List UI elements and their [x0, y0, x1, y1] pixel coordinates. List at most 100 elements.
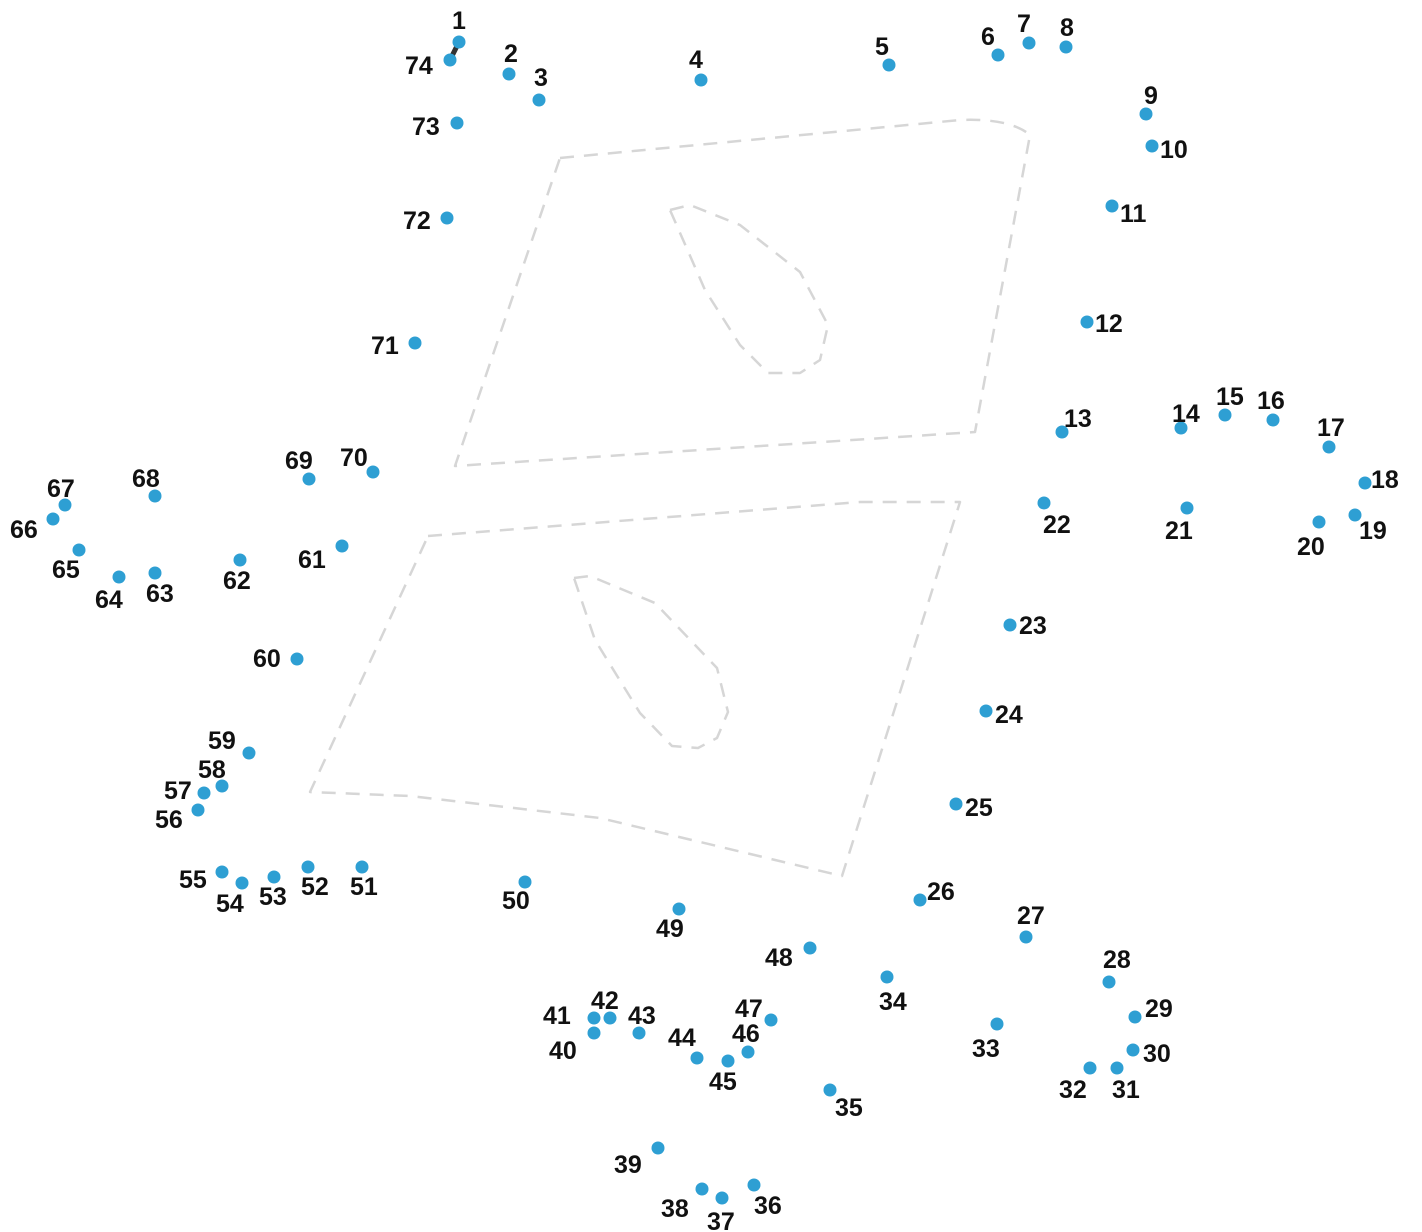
dot-73[interactable]: 73: [412, 113, 464, 141]
dot-marker-13[interactable]: [1055, 425, 1069, 439]
dot-marker-30[interactable]: [1126, 1043, 1140, 1057]
dot-marker-31[interactable]: [1110, 1061, 1124, 1075]
dot-marker-63[interactable]: [148, 566, 162, 580]
dot-15[interactable]: 15: [1216, 383, 1244, 422]
dot-29[interactable]: 29: [1128, 995, 1173, 1024]
dot-marker-26[interactable]: [913, 893, 927, 907]
dot-marker-38[interactable]: [695, 1182, 709, 1196]
dot-marker-67[interactable]: [58, 498, 72, 512]
dot-marker-11[interactable]: [1105, 199, 1119, 213]
dot-34[interactable]: 34: [879, 970, 907, 1017]
dot-marker-61[interactable]: [335, 539, 349, 553]
dot-marker-23[interactable]: [1003, 618, 1017, 632]
dot-53[interactable]: 53: [259, 870, 287, 912]
dot-marker-64[interactable]: [112, 570, 126, 584]
dot-marker-56[interactable]: [191, 803, 205, 817]
dot-43[interactable]: 43: [628, 1002, 656, 1040]
dot-marker-71[interactable]: [408, 336, 422, 350]
dot-25[interactable]: 25: [949, 794, 993, 822]
dot-marker-4[interactable]: [694, 73, 708, 87]
dot-marker-27[interactable]: [1019, 930, 1033, 944]
dot-marker-54[interactable]: [235, 876, 249, 890]
dot-marker-9[interactable]: [1139, 107, 1153, 121]
dot-marker-33[interactable]: [990, 1017, 1004, 1031]
dot-59[interactable]: 59: [208, 727, 256, 760]
dot-63[interactable]: 63: [146, 566, 174, 609]
dot-23[interactable]: 23: [1003, 612, 1047, 640]
dot-marker-55[interactable]: [215, 865, 229, 879]
dot-marker-10[interactable]: [1145, 139, 1159, 153]
dot-1[interactable]: 1: [452, 7, 466, 49]
dot-marker-49[interactable]: [672, 902, 686, 916]
dot-13[interactable]: 13: [1055, 405, 1092, 439]
dot-marker-45[interactable]: [721, 1054, 735, 1068]
dot-6[interactable]: 6: [981, 23, 1005, 62]
dot-marker-5[interactable]: [882, 58, 896, 72]
dot-marker-37[interactable]: [715, 1191, 729, 1205]
dot-marker-65[interactable]: [72, 543, 86, 557]
dot-39[interactable]: 39: [614, 1141, 665, 1180]
dot-marker-34[interactable]: [880, 970, 894, 984]
dot-45[interactable]: 45: [709, 1054, 737, 1097]
dot-33[interactable]: 33: [972, 1017, 1004, 1064]
dot-10[interactable]: 10: [1145, 136, 1188, 164]
dot-marker-59[interactable]: [242, 746, 256, 760]
dot-marker-18[interactable]: [1358, 476, 1372, 490]
dot-38[interactable]: 38: [661, 1182, 709, 1224]
dot-62[interactable]: 62: [223, 553, 251, 596]
dot-marker-41[interactable]: [587, 1011, 601, 1025]
dot-marker-28[interactable]: [1102, 975, 1116, 989]
dot-36[interactable]: 36: [747, 1178, 782, 1221]
dot-69[interactable]: 69: [285, 447, 316, 486]
dot-56[interactable]: 56: [155, 803, 205, 835]
dot-67[interactable]: 67: [47, 475, 75, 512]
dot-marker-74[interactable]: [443, 53, 457, 67]
dot-54[interactable]: 54: [216, 876, 249, 919]
dot-3[interactable]: 3: [532, 64, 548, 107]
dot-31[interactable]: 31: [1110, 1061, 1140, 1105]
dot-2[interactable]: 2: [502, 40, 518, 81]
dot-marker-43[interactable]: [632, 1026, 646, 1040]
dot-8[interactable]: 8: [1059, 14, 1075, 54]
dot-12[interactable]: 12: [1080, 310, 1123, 338]
dot-marker-35[interactable]: [823, 1083, 837, 1097]
dot-72[interactable]: 72: [403, 207, 454, 235]
dot-64[interactable]: 64: [95, 570, 126, 615]
dot-48[interactable]: 48: [765, 941, 817, 973]
dot-11[interactable]: 11: [1105, 199, 1147, 229]
dot-marker-3[interactable]: [532, 93, 546, 107]
dot-65[interactable]: 65: [52, 543, 86, 585]
dot-26[interactable]: 26: [913, 878, 955, 907]
dot-marker-68[interactable]: [148, 489, 162, 503]
dot-marker-58[interactable]: [215, 779, 229, 793]
dot-marker-53[interactable]: [267, 870, 281, 884]
dot-51[interactable]: 51: [350, 860, 378, 902]
dot-17[interactable]: 17: [1317, 414, 1345, 454]
dot-35[interactable]: 35: [823, 1083, 863, 1123]
dot-22[interactable]: 22: [1037, 496, 1071, 540]
dot-marker-62[interactable]: [233, 553, 247, 567]
dot-52[interactable]: 52: [301, 860, 329, 902]
dot-50[interactable]: 50: [502, 875, 532, 916]
dot-37[interactable]: 37: [707, 1191, 735, 1232]
dot-marker-22[interactable]: [1037, 496, 1051, 510]
dot-5[interactable]: 5: [875, 33, 896, 72]
dot-marker-72[interactable]: [440, 211, 454, 225]
dot-marker-66[interactable]: [46, 512, 60, 526]
dot-57[interactable]: 57: [164, 777, 211, 805]
dot-32[interactable]: 32: [1059, 1061, 1097, 1105]
dot-marker-8[interactable]: [1059, 40, 1073, 54]
dot-marker-57[interactable]: [197, 786, 211, 800]
dot-marker-21[interactable]: [1180, 501, 1194, 515]
dot-marker-51[interactable]: [355, 860, 369, 874]
dot-marker-17[interactable]: [1322, 440, 1336, 454]
dot-7[interactable]: 7: [1017, 10, 1036, 50]
dot-marker-73[interactable]: [450, 116, 464, 130]
dot-16[interactable]: 16: [1257, 387, 1285, 427]
dot-marker-19[interactable]: [1348, 508, 1362, 522]
dot-24[interactable]: 24: [979, 701, 1023, 729]
dot-marker-69[interactable]: [302, 472, 316, 486]
dot-74[interactable]: 74: [405, 52, 457, 80]
dot-marker-7[interactable]: [1022, 36, 1036, 50]
dot-60[interactable]: 60: [253, 645, 304, 673]
